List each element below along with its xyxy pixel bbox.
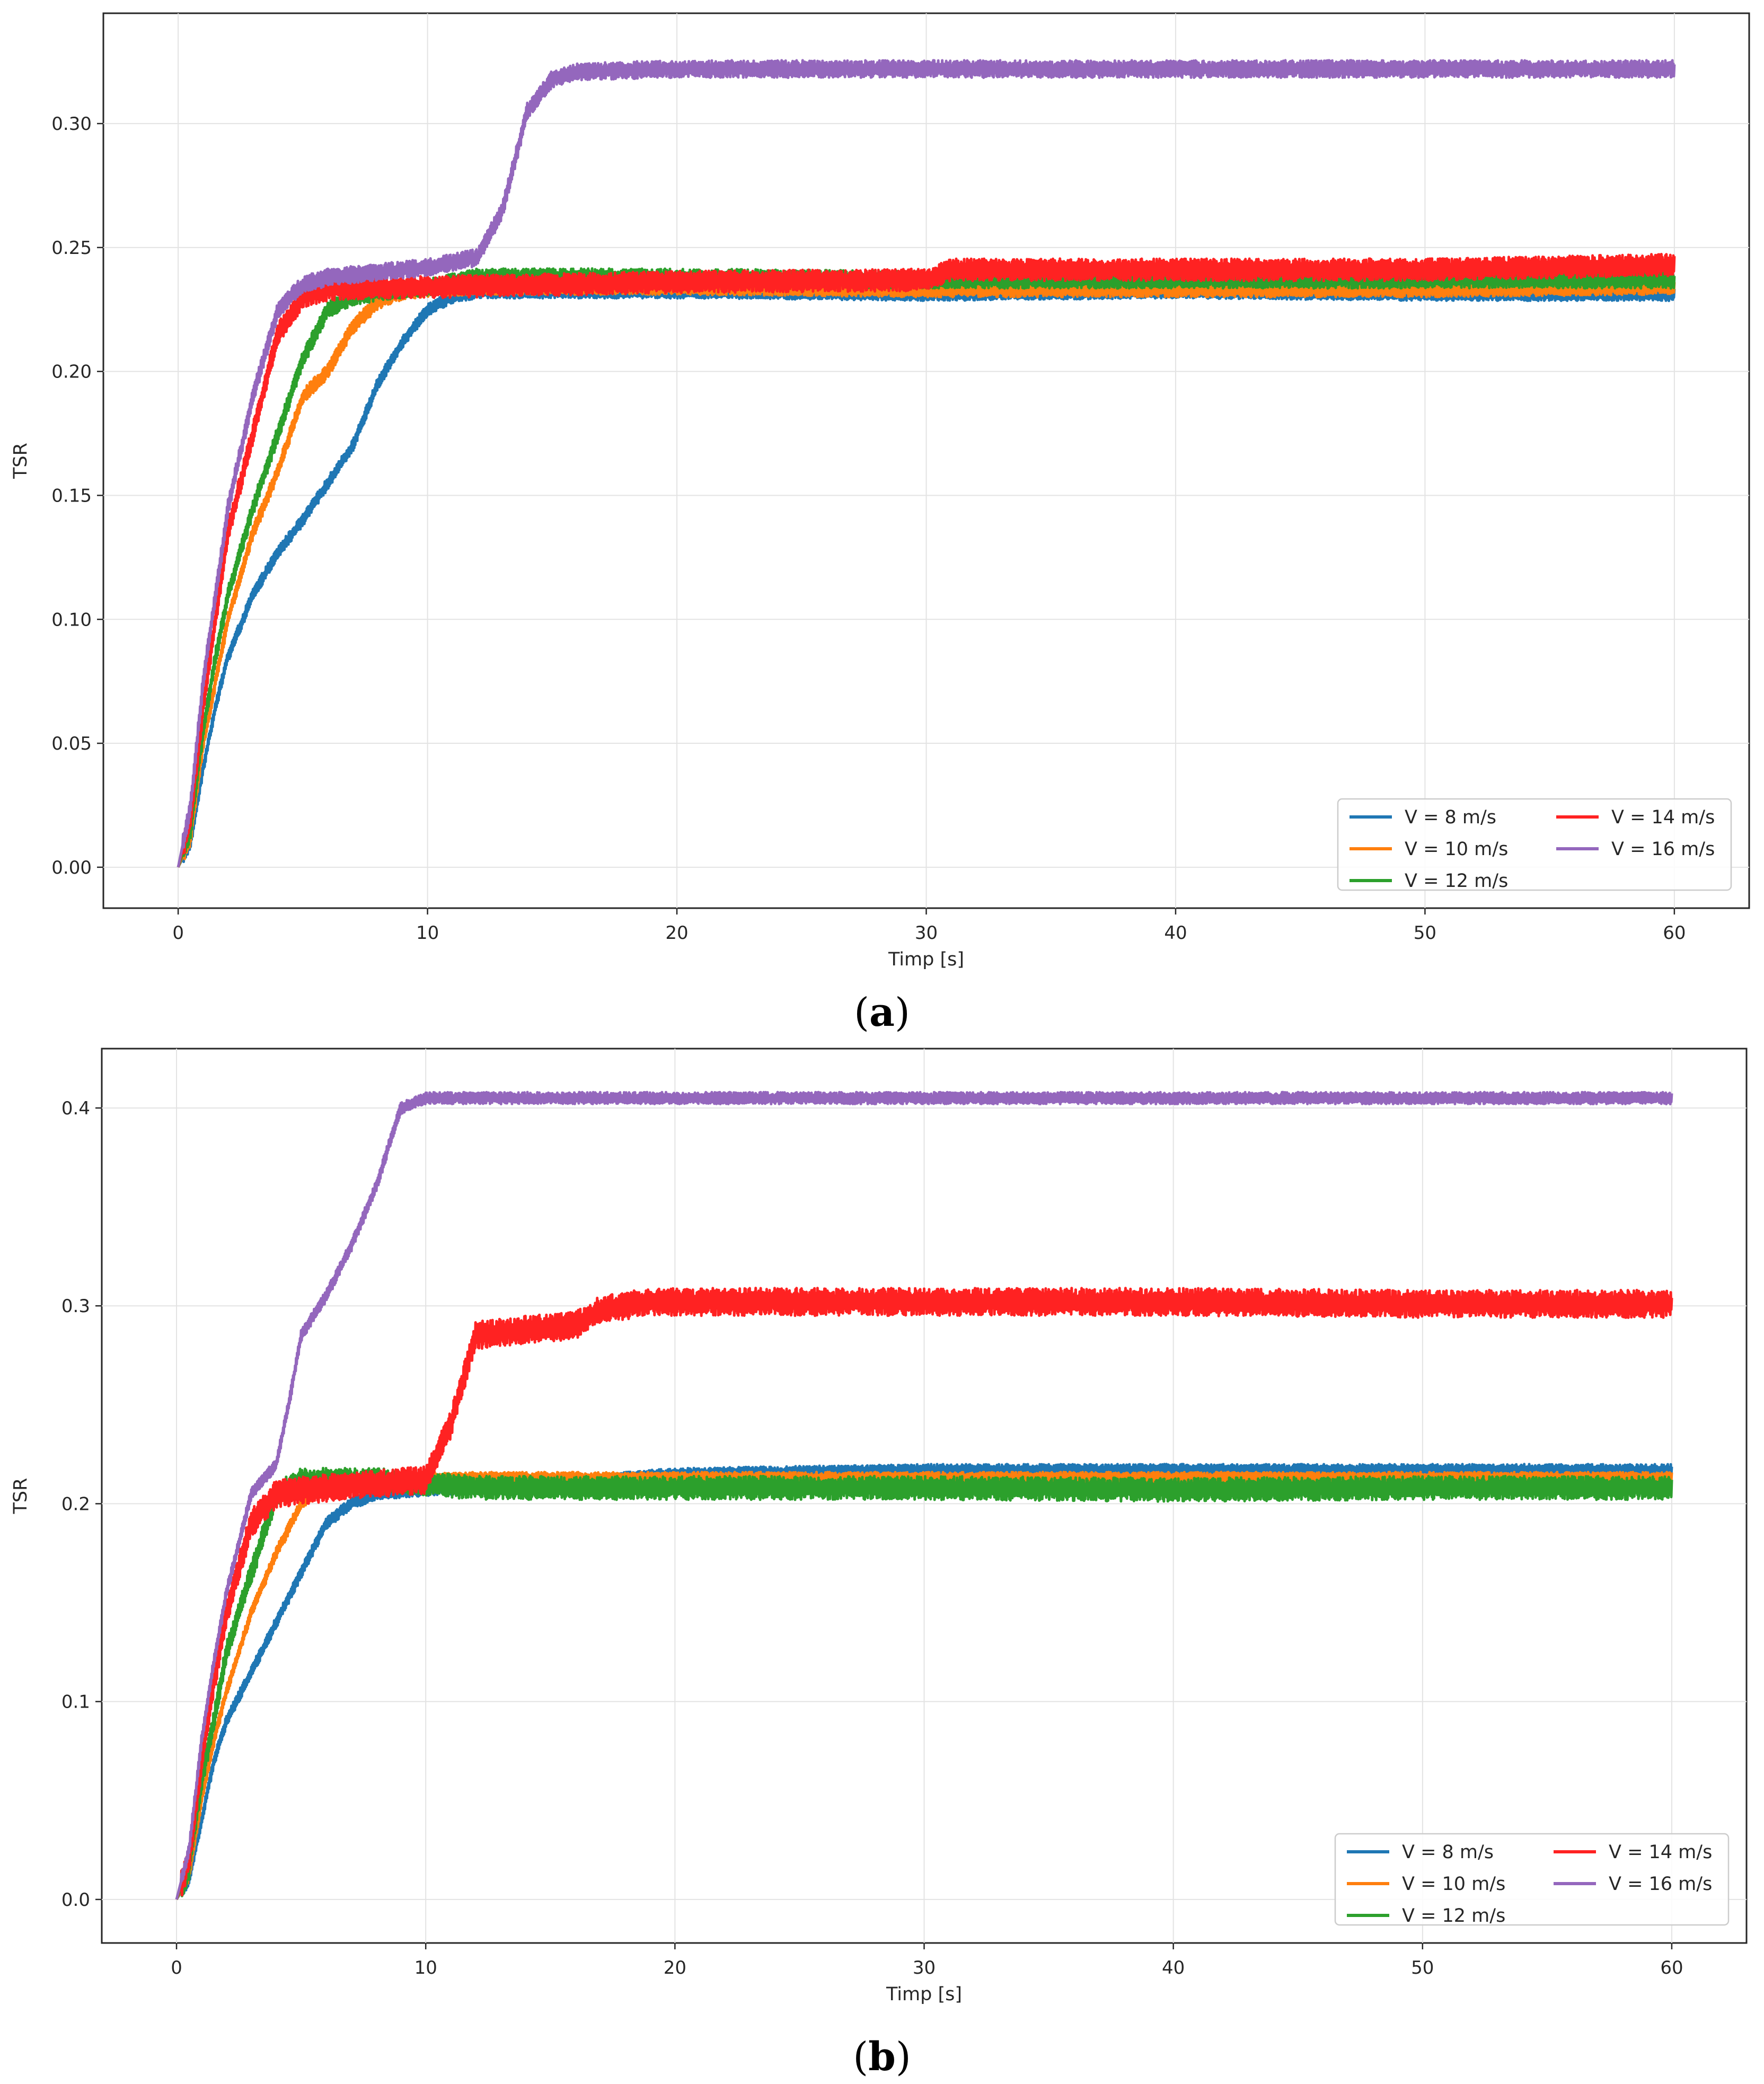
y-tick-label-2: 0.10 — [51, 609, 92, 630]
series-line-b-5 — [175, 1091, 1673, 1900]
caption-b-open: ( — [853, 2034, 868, 2080]
series-group-a — [177, 59, 1676, 868]
y-tick-label-4: 0.4 — [61, 1098, 90, 1119]
series-group-b — [175, 1091, 1673, 1901]
legend-label-1: V = 8 m/s — [1405, 807, 1496, 828]
x-tick-label-1: 10 — [416, 922, 439, 944]
y-tick-label-6: 0.30 — [51, 113, 92, 135]
x-tick-label-4: 40 — [1162, 1957, 1185, 1979]
y-tick-label-3: 0.15 — [51, 485, 92, 506]
legend-box — [1334, 1833, 1730, 1926]
legend-label-2: V = 10 m/s — [1405, 839, 1508, 860]
legend-label-2: V = 10 m/s — [1402, 1874, 1505, 1895]
legend-b: V = 8 m/s V = 10 m/s V = 12 m/s V = 14 m/s V… — [1334, 1833, 1730, 1927]
legend-label-4: V = 14 m/s — [1611, 807, 1715, 828]
caption-b-close: ) — [896, 2034, 911, 2080]
x-tick-label-2: 20 — [664, 1957, 686, 1979]
x-tick-label-0: 0 — [171, 1957, 182, 1979]
y-axis-label-a: TSR — [10, 443, 31, 479]
legend-label-5: V = 16 m/s — [1611, 839, 1715, 860]
y-tick-label-4: 0.20 — [51, 362, 92, 383]
y-tick-label-2: 0.2 — [61, 1493, 90, 1515]
legend-a: V = 8 m/s V = 10 m/s V = 12 m/s V = 14 m/s V… — [1337, 798, 1732, 892]
legend-label-3: V = 12 m/s — [1402, 1905, 1505, 1927]
x-tick-label-4: 40 — [1164, 922, 1187, 944]
legend-box — [1337, 798, 1732, 891]
y-tick-label-3: 0.3 — [61, 1296, 90, 1317]
x-tick-label-3: 30 — [915, 922, 938, 944]
x-axis-b: 0 10 20 30 40 50 60 — [171, 1943, 1683, 1979]
legend-label-1: V = 8 m/s — [1402, 1842, 1494, 1863]
grid-a — [103, 13, 1749, 908]
x-tick-label-0: 0 — [172, 922, 184, 944]
x-axis-label-b: Timp [s] — [886, 1984, 962, 2005]
x-axis-a: 0 10 20 30 40 50 60 — [172, 908, 1686, 944]
x-tick-label-5: 50 — [1411, 1957, 1434, 1979]
x-tick-label-6: 60 — [1660, 1957, 1683, 1979]
y-axis-a: 0.00 0.05 0.10 0.15 0.20 0.25 0.30 — [51, 113, 103, 878]
chart-panel-a: 0 10 20 30 40 50 60 0.000.050.100.150.200.250.… — [10, 12, 1750, 1035]
legend-label-5: V = 16 m/s — [1609, 1874, 1712, 1895]
caption-a: (a) — [854, 990, 910, 1035]
y-tick-label-0: 0.0 — [61, 1889, 90, 1911]
x-tick-label-6: 60 — [1663, 922, 1686, 944]
caption-a-open: ( — [854, 990, 869, 1035]
series-line-a-5 — [177, 59, 1676, 868]
x-tick-label-2: 20 — [665, 922, 688, 944]
x-tick-label-1: 10 — [414, 1957, 437, 1979]
legend-label-3: V = 12 m/s — [1405, 870, 1508, 892]
chart-panel-b: 0 10 20 30 40 50 60 0.0 0.1 0.2 0.3 0.4 Timp [s] T… — [10, 1048, 1748, 2080]
series-line-b-4 — [175, 1287, 1673, 1900]
caption-b: (b) — [853, 2034, 911, 2080]
y-axis-b: 0.0 0.1 0.2 0.3 0.4 — [61, 1098, 102, 1911]
x-axis-label-a: Timp [s] — [888, 949, 964, 970]
legend-label-4: V = 14 m/s — [1609, 1842, 1712, 1863]
y-axis-label-b: TSR — [10, 1478, 31, 1515]
y-tick-label-1: 0.1 — [61, 1692, 90, 1713]
caption-b-letter: b — [868, 2034, 896, 2080]
x-tick-label-3: 30 — [913, 1957, 936, 1979]
caption-a-letter: a — [869, 990, 895, 1035]
y-tick-label-0: 0.00 — [51, 857, 92, 878]
caption-a-close: ) — [895, 990, 910, 1035]
y-tick-label-1: 0.05 — [51, 733, 92, 754]
y-tick-label-5: 0.25 — [51, 238, 92, 259]
x-tick-label-5: 50 — [1414, 922, 1436, 944]
